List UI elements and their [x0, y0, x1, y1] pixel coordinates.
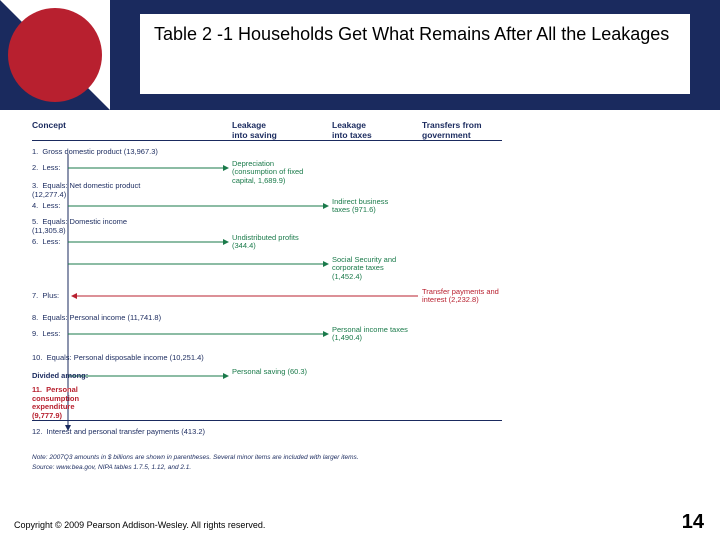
row-label: 7. Plus:: [32, 292, 212, 301]
slide-title: Table 2 -1 Households Get What Remains A…: [154, 22, 676, 46]
row-label: 5. Equals: Domestic income (11,305.8): [32, 218, 212, 235]
column-header: Transfers from government: [422, 120, 482, 140]
row-label: 12. Interest and personal transfer payme…: [32, 428, 212, 437]
row-label: 10. Equals: Personal disposable income (…: [32, 354, 212, 363]
leakage-item: Personal saving (60.3): [232, 368, 342, 376]
row-label: 4. Less:: [32, 202, 212, 211]
leakage-item: Transfer payments and interest (2,232.8): [422, 288, 532, 305]
header-circle: [8, 8, 102, 102]
row-label: 9. Less:: [32, 330, 212, 339]
title-box: Table 2 -1 Households Get What Remains A…: [140, 14, 690, 94]
leakage-item: Personal income taxes (1,490.4): [332, 326, 442, 343]
leakage-item: Indirect business taxes (971.6): [332, 198, 442, 215]
row-label: 8. Equals: Personal income (11,741.8): [32, 314, 212, 323]
row-label: 2. Less:: [32, 164, 212, 173]
row-label: 6. Less:: [32, 238, 212, 247]
row-label: 11. Personal consumption expenditure (9,…: [32, 386, 212, 421]
leakage-item: Social Security and corporate taxes (1,4…: [332, 256, 442, 281]
column-header: Leakage into saving: [232, 120, 277, 140]
footnote: Note: 2007Q3 amounts in $ billions are s…: [32, 454, 359, 461]
column-header: Concept: [32, 120, 66, 130]
page-number: 14: [682, 511, 704, 534]
table-rule: [32, 140, 502, 141]
leakage-item: Depreciation (consumption of fixed capit…: [232, 160, 342, 185]
leakage-diagram: Concept Leakage into saving Leakage into t…: [32, 120, 592, 500]
leakage-item: Undistributed profits (344.4): [232, 234, 342, 251]
row-label: 3. Equals: Net domestic product (12,277.…: [32, 182, 212, 199]
row-label: 1. Gross domestic product (13,967.3): [32, 148, 212, 157]
copyright-footer: Copyright © 2009 Pearson Addison-Wesley.…: [14, 520, 265, 530]
row-label: Divided among:: [32, 372, 212, 381]
footnote: Source: www.bea.gov, NIPA tables 1.7.5, …: [32, 464, 191, 471]
column-header: Leakage into taxes: [332, 120, 372, 140]
